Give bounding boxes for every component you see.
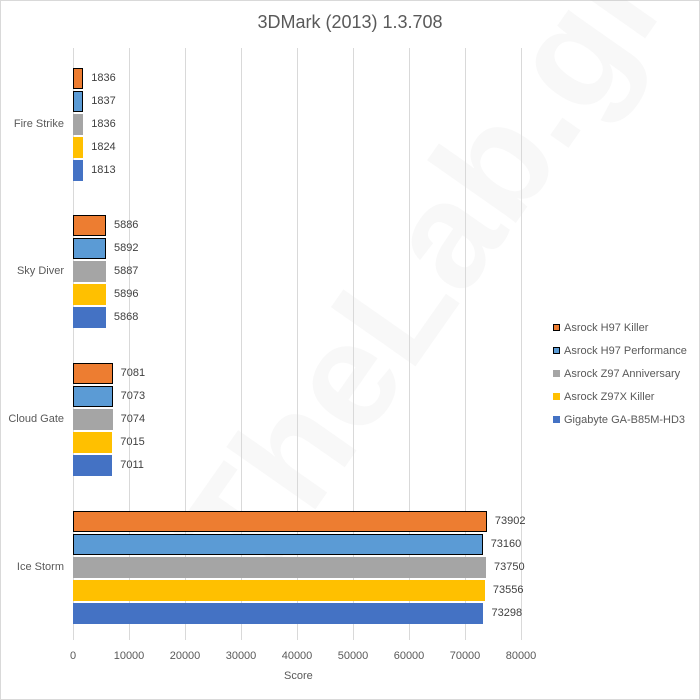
chart-title: 3DMark (2013) 1.3.708	[257, 12, 443, 32]
bar	[73, 261, 106, 282]
legend-label: Asrock H97 Performance	[564, 344, 687, 357]
gridline	[521, 48, 522, 640]
bar	[73, 432, 113, 453]
data-label: 73556	[492, 584, 524, 596]
data-label: 7081	[120, 367, 146, 379]
bar	[73, 534, 483, 555]
bar	[73, 511, 487, 532]
bar	[73, 363, 113, 384]
data-label: 1813	[91, 164, 116, 176]
category-label: Cloud Gate	[8, 413, 64, 425]
bar	[73, 307, 106, 328]
gridline	[129, 48, 130, 640]
data-label: 7011	[120, 459, 144, 471]
legend-label: Gigabyte GA-B85M-HD3	[564, 413, 686, 426]
category-label: Ice Storm	[16, 561, 64, 573]
x-tick-label: 40000	[281, 650, 313, 662]
legend-item: Asrock Z97 Anniversary	[553, 362, 687, 385]
data-label: 7073	[120, 390, 146, 402]
legend-swatch-icon	[553, 393, 560, 400]
x-tick-label: 50000	[337, 650, 369, 662]
gridline	[409, 48, 410, 640]
x-tick-label: 60000	[393, 650, 425, 662]
legend-swatch-icon	[553, 347, 560, 354]
data-label: 7074	[120, 413, 146, 425]
bar	[73, 91, 84, 112]
legend-label: Asrock Z97X Killer	[564, 390, 655, 403]
data-label: 73160	[490, 538, 522, 550]
x-tick-label: 70000	[449, 650, 481, 662]
x-tick-label: 0	[69, 650, 77, 662]
bar	[73, 580, 485, 601]
data-label: 1837	[91, 95, 116, 107]
data-label: 1824	[91, 141, 116, 153]
legend-item: Asrock H97 Performance	[553, 339, 687, 362]
gridline	[353, 48, 354, 640]
data-label: 5887	[113, 265, 139, 277]
data-label: 5868	[113, 311, 139, 323]
gridline	[185, 48, 186, 640]
legend-label: Asrock H97 Killer	[564, 321, 649, 334]
x-axis-title: Score	[284, 670, 313, 682]
gridline	[465, 48, 466, 640]
bar	[73, 114, 84, 135]
x-tick-label: 20000	[169, 650, 201, 662]
bar	[73, 137, 84, 158]
category-label: Sky Diver	[16, 265, 64, 277]
legend-swatch-icon	[553, 370, 560, 377]
gridline	[297, 48, 298, 640]
bar	[73, 603, 484, 624]
bar	[73, 160, 84, 181]
bar	[73, 455, 113, 476]
category-label: Fire Strike	[13, 118, 64, 130]
data-label: 1836	[91, 72, 116, 84]
bar	[73, 284, 107, 305]
data-label: 1836	[91, 118, 116, 130]
data-label: 73750	[494, 561, 525, 573]
legend-swatch-icon	[553, 416, 560, 423]
legend-label: Asrock Z97 Anniversary	[564, 367, 681, 380]
bar	[73, 557, 486, 578]
gridline	[241, 48, 242, 640]
data-label: 73902	[494, 515, 526, 527]
legend-item: Gigabyte GA-B85M-HD3	[553, 408, 687, 431]
gridline	[73, 48, 74, 640]
x-tick-label: 80000	[505, 650, 537, 662]
x-tick-label: 10000	[113, 650, 145, 662]
data-label: 7015	[120, 436, 145, 448]
data-label: 5886	[113, 219, 139, 231]
x-tick-label: 30000	[225, 650, 257, 662]
data-label: 5896	[114, 288, 139, 300]
data-label: 5892	[113, 242, 139, 254]
legend-swatch-icon	[553, 324, 560, 331]
data-label: 73298	[491, 607, 523, 619]
bar	[73, 215, 106, 236]
bar	[73, 386, 113, 407]
bar	[73, 68, 84, 89]
legend-item: Asrock H97 Killer	[553, 316, 687, 339]
plot-area	[73, 48, 523, 640]
legend: Asrock H97 Killer Asrock H97 Performance A…	[553, 316, 687, 431]
bar	[73, 238, 106, 259]
bar	[73, 409, 113, 430]
legend-item: Asrock Z97X Killer	[553, 385, 687, 408]
